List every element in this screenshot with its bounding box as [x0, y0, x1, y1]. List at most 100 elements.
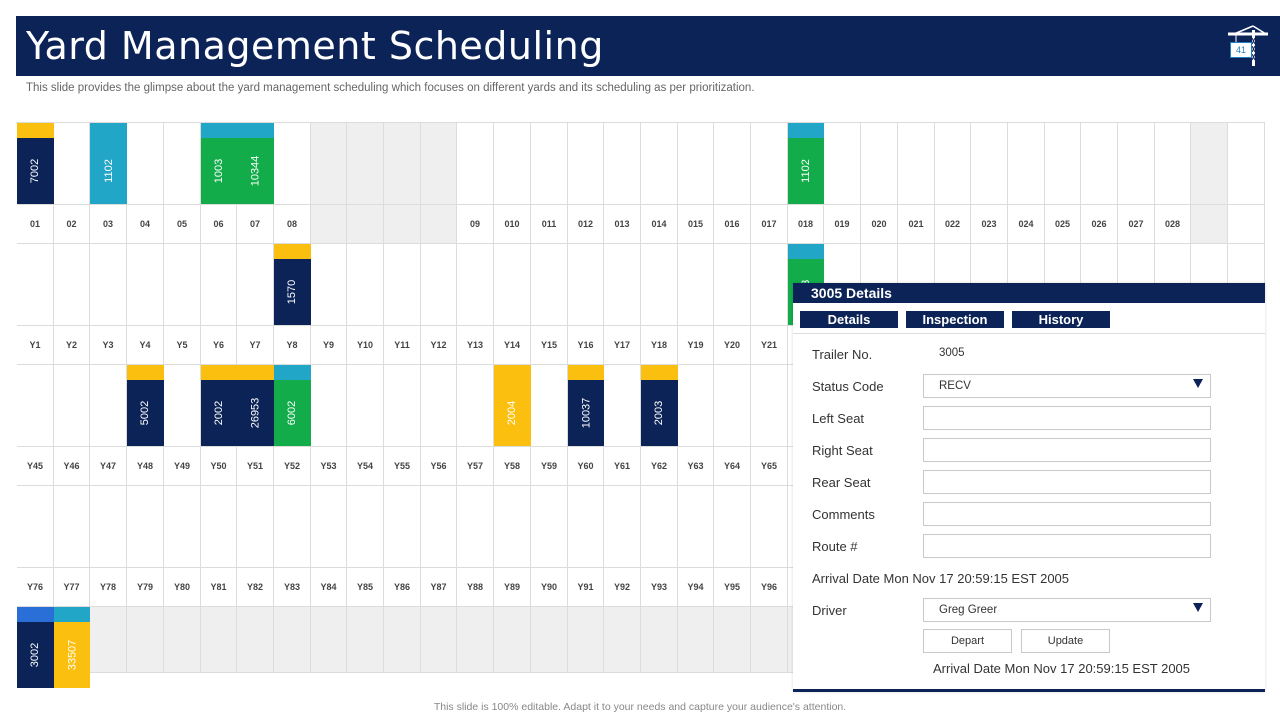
tab-details[interactable]: Details — [800, 311, 898, 328]
update-button[interactable]: Update — [1021, 629, 1110, 653]
yard-slot[interactable] — [751, 244, 788, 326]
yard-slot[interactable] — [751, 486, 788, 568]
trailer-block[interactable]: 1102 — [90, 123, 127, 205]
yard-slot[interactable] — [237, 244, 274, 326]
trailer-block[interactable]: 1102 — [788, 123, 824, 205]
yard-slot[interactable] — [1118, 123, 1155, 205]
yard-slot[interactable] — [164, 607, 201, 673]
yard-slot[interactable] — [531, 123, 568, 205]
yard-slot[interactable] — [311, 486, 347, 568]
trailer-block[interactable]: 10344 — [237, 123, 274, 205]
yard-slot[interactable] — [1228, 123, 1265, 205]
yard-slot[interactable] — [641, 607, 678, 673]
yard-slot[interactable] — [90, 607, 127, 673]
yard-slot[interactable] — [17, 365, 54, 447]
yard-slot[interactable] — [164, 365, 201, 447]
yard-slot[interactable] — [90, 244, 127, 326]
yard-slot[interactable] — [457, 486, 494, 568]
yard-slot[interactable] — [274, 607, 311, 673]
yard-slot[interactable] — [421, 123, 457, 205]
tab-inspection[interactable]: Inspection — [906, 311, 1004, 328]
yard-slot[interactable] — [935, 123, 971, 205]
yard-slot[interactable] — [127, 607, 164, 673]
trailer-block[interactable]: 3002 — [17, 607, 54, 689]
trailer-block[interactable]: 10037 — [568, 365, 604, 447]
yard-slot[interactable] — [751, 607, 788, 673]
yard-slot[interactable] — [201, 607, 237, 673]
yard-slot[interactable] — [384, 607, 421, 673]
yard-slot[interactable] — [898, 123, 935, 205]
yard-slot[interactable] — [604, 607, 641, 673]
yard-slot[interactable] — [1008, 123, 1045, 205]
yard-slot[interactable] — [494, 607, 531, 673]
yard-slot[interactable] — [494, 244, 531, 326]
yard-slot[interactable] — [678, 365, 714, 447]
yard-slot[interactable] — [678, 486, 714, 568]
yard-slot[interactable] — [90, 365, 127, 447]
yard-slot[interactable] — [678, 607, 714, 673]
yard-slot[interactable] — [311, 244, 347, 326]
yard-slot[interactable] — [751, 365, 788, 447]
yard-slot[interactable] — [568, 244, 604, 326]
yard-slot[interactable] — [164, 244, 201, 326]
yard-slot[interactable] — [678, 123, 714, 205]
trailer-block[interactable]: 5002 — [127, 365, 164, 447]
yard-slot[interactable] — [604, 486, 641, 568]
yard-slot[interactable] — [604, 365, 641, 447]
yard-slot[interactable] — [824, 123, 861, 205]
comments-input[interactable] — [923, 502, 1211, 526]
yard-slot[interactable] — [1155, 123, 1191, 205]
trailer-block[interactable]: 2003 — [641, 365, 678, 447]
yard-slot[interactable] — [531, 365, 568, 447]
trailer-block[interactable]: 7002 — [17, 123, 54, 205]
yard-slot[interactable] — [384, 123, 421, 205]
trailer-block[interactable]: 2004 — [494, 365, 531, 447]
yard-slot[interactable] — [127, 486, 164, 568]
yard-slot[interactable] — [347, 123, 384, 205]
trailer-block[interactable]: 26953 — [237, 365, 274, 447]
yard-slot[interactable] — [347, 486, 384, 568]
yard-slot[interactable] — [421, 244, 457, 326]
yard-slot[interactable] — [531, 607, 568, 673]
yard-slot[interactable] — [641, 244, 678, 326]
yard-slot[interactable] — [1191, 123, 1228, 205]
yard-slot[interactable] — [641, 486, 678, 568]
yard-slot[interactable] — [494, 486, 531, 568]
yard-slot[interactable] — [641, 123, 678, 205]
yard-slot[interactable] — [127, 123, 164, 205]
yard-slot[interactable] — [531, 486, 568, 568]
tab-history[interactable]: History — [1012, 311, 1110, 328]
yard-slot[interactable] — [604, 244, 641, 326]
yard-slot[interactable] — [457, 365, 494, 447]
yard-slot[interactable] — [201, 244, 237, 326]
yard-slot[interactable] — [384, 244, 421, 326]
yard-slot[interactable] — [274, 486, 311, 568]
yard-slot[interactable] — [861, 123, 898, 205]
yard-slot[interactable] — [17, 244, 54, 326]
yard-slot[interactable] — [311, 365, 347, 447]
yard-slot[interactable] — [347, 365, 384, 447]
yard-slot[interactable] — [714, 123, 751, 205]
depart-button[interactable]: Depart — [923, 629, 1012, 653]
trailer-block[interactable]: 33507 — [54, 607, 90, 689]
yard-slot[interactable] — [678, 244, 714, 326]
yard-slot[interactable] — [971, 123, 1008, 205]
yard-slot[interactable] — [274, 123, 311, 205]
yard-slot[interactable] — [54, 123, 90, 205]
yard-slot[interactable] — [457, 607, 494, 673]
yard-slot[interactable] — [237, 607, 274, 673]
yard-slot[interactable] — [1081, 123, 1118, 205]
yard-slot[interactable] — [164, 486, 201, 568]
yard-slot[interactable] — [384, 486, 421, 568]
yard-slot[interactable] — [54, 486, 90, 568]
yard-slot[interactable] — [421, 607, 457, 673]
yard-slot[interactable] — [604, 123, 641, 205]
yard-slot[interactable] — [1045, 123, 1081, 205]
yard-slot[interactable] — [347, 244, 384, 326]
yard-slot[interactable] — [494, 123, 531, 205]
yard-slot[interactable] — [164, 123, 201, 205]
left-seat-input[interactable] — [923, 406, 1211, 430]
yard-slot[interactable] — [384, 365, 421, 447]
yard-slot[interactable] — [17, 486, 54, 568]
yard-slot[interactable] — [751, 123, 788, 205]
